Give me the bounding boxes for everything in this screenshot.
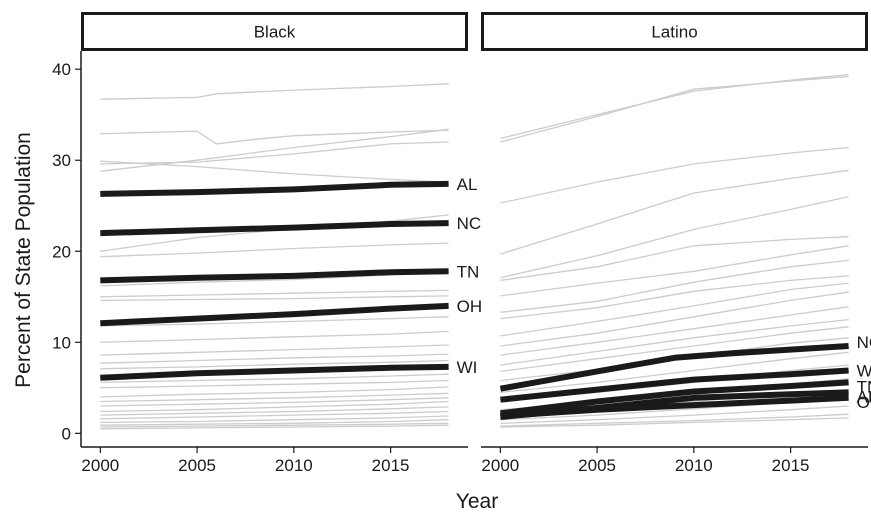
end-label-latino-al: AL xyxy=(857,387,871,406)
series-black-other-5 xyxy=(100,141,449,165)
y-tick-label-20: 20 xyxy=(52,242,71,261)
end-label-latino-oh: OH xyxy=(857,393,871,412)
x-tick-label-black-2015: 2015 xyxy=(372,456,410,475)
series-latino-other-10 xyxy=(500,282,849,337)
series-black-wi xyxy=(100,363,449,381)
y-tick-label-10: 10 xyxy=(52,333,71,352)
end-label-latino-tn: TN xyxy=(857,377,871,396)
series-latino-other-7 xyxy=(500,245,849,297)
strip-latino xyxy=(481,12,868,51)
series-latino-other-11 xyxy=(500,291,849,347)
series-black-other-20 xyxy=(100,397,449,407)
series-latino-oh xyxy=(500,394,849,419)
series-black-oh xyxy=(100,302,449,327)
series-black-other-24 xyxy=(100,415,449,424)
end-label-black-wi: WI xyxy=(457,358,478,377)
series-black-other-3 xyxy=(100,128,449,172)
strip-black xyxy=(81,12,468,51)
series-black-other-25 xyxy=(100,419,449,426)
series-latino-other-16 xyxy=(500,351,849,394)
y-tick-label-40: 40 xyxy=(52,60,71,79)
strip-label-black: Black xyxy=(254,23,296,42)
x-tick-label-black-2000: 2000 xyxy=(81,456,119,475)
end-label-black-tn: TN xyxy=(457,262,480,281)
series-black-other-4 xyxy=(100,160,449,183)
series-latino-other-13 xyxy=(500,318,849,366)
end-label-black-oh: OH xyxy=(457,297,483,316)
x-tick-label-black-2005: 2005 xyxy=(178,456,216,475)
y-axis-title: Percent of State Population xyxy=(12,132,35,388)
series-latino-other-4 xyxy=(500,169,849,255)
series-latino-other-2 xyxy=(500,75,849,143)
series-latino-other-21 xyxy=(500,405,849,424)
series-black-other-11 xyxy=(100,316,449,327)
series-black-other-12 xyxy=(100,330,449,343)
series-black-other-16 xyxy=(100,373,449,384)
series-black-other-15 xyxy=(100,359,449,370)
x-tick-label-latino-2015: 2015 xyxy=(772,456,810,475)
panel-latino: Latino 2000 2005 2010 2015 NC WITNALOH xyxy=(481,12,871,475)
series-latino-other-3 xyxy=(500,146,849,204)
x-tick-label-latino-2010: 2010 xyxy=(675,456,713,475)
series-latino-other-22 xyxy=(500,413,849,427)
series-latino-other-14 xyxy=(500,326,849,373)
series-black-other-14 xyxy=(100,353,449,364)
series-latino-other-23 xyxy=(500,417,849,428)
series-latino-other-8 xyxy=(500,259,849,313)
series-latino-other-9 xyxy=(500,275,849,320)
end-label-latino-wi: WI xyxy=(857,362,871,381)
series-black-other-7 xyxy=(100,242,449,258)
series-black-other-21 xyxy=(100,400,449,413)
series-latino-other-12 xyxy=(500,306,849,356)
x-tick-label-latino-2005: 2005 xyxy=(578,456,616,475)
series-black-other-1 xyxy=(100,83,449,100)
end-label-black-nc: NC xyxy=(457,214,482,233)
series-latino-other-6 xyxy=(500,236,849,282)
series-black-other-27 xyxy=(100,424,449,430)
series-black-tn xyxy=(100,268,449,284)
series-black-other-18 xyxy=(100,386,449,398)
series-black-other-13 xyxy=(100,344,449,356)
end-label-latino-nc: NC xyxy=(857,333,871,352)
series-black-other-23 xyxy=(100,410,449,420)
strip-label-latino: Latino xyxy=(651,23,697,42)
y-tick-label-30: 30 xyxy=(52,151,71,170)
series-latino-other-5 xyxy=(500,196,849,279)
series-black-other-22 xyxy=(100,406,449,416)
series-black-other-9 xyxy=(100,289,449,298)
x-tick-label-latino-2000: 2000 xyxy=(481,456,519,475)
series-black-other-2 xyxy=(100,129,449,145)
series-latino-tn xyxy=(500,379,849,417)
series-black-other-10 xyxy=(100,295,449,302)
y-tick-label-0: 0 xyxy=(62,424,71,443)
x-axis-title: Year xyxy=(456,490,498,513)
panel-black: Black 2000 2005 2010 2015 0 10 20 30 40 AL NC TN OH WI xyxy=(52,12,483,475)
series-latino-other-1 xyxy=(500,74,849,140)
series-black-nc xyxy=(100,220,449,237)
series-latino-nc xyxy=(499,343,849,392)
series-black-other-17 xyxy=(100,379,449,389)
series-latino-wi xyxy=(500,367,849,403)
x-tick-label-black-2010: 2010 xyxy=(275,456,313,475)
series-black-other-26 xyxy=(100,422,449,428)
end-label-black-al: AL xyxy=(457,175,478,194)
series-black-al xyxy=(100,180,449,197)
series-black-other-19 xyxy=(100,392,449,403)
